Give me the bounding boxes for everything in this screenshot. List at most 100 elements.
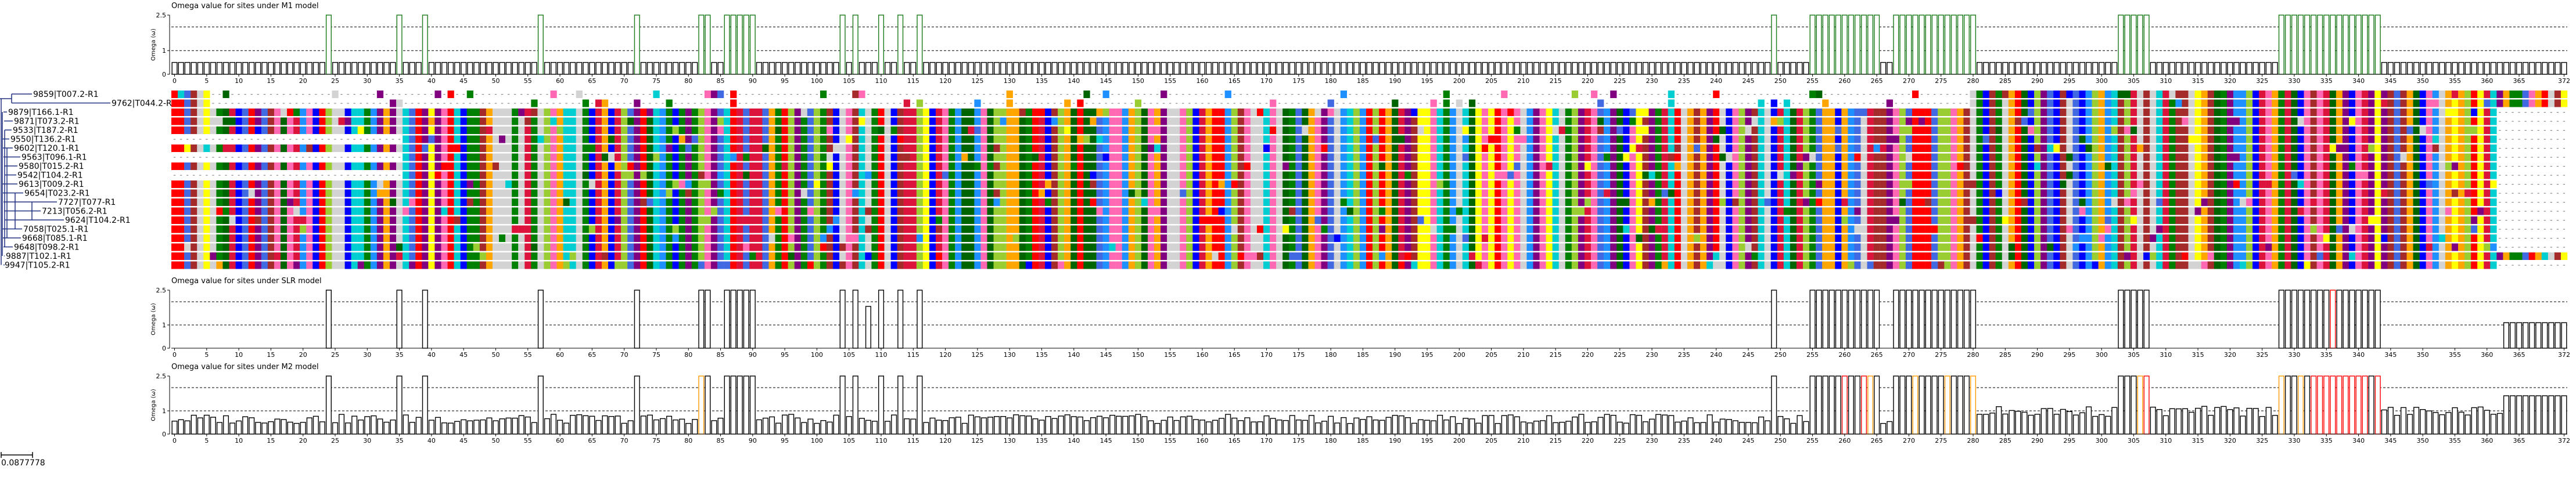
residue-cell: [1385, 127, 1392, 134]
residue-cell: [922, 135, 930, 143]
residue-cell: [2194, 153, 2201, 161]
residue-cell: [1578, 171, 1585, 179]
gap-mark: [186, 139, 189, 140]
residue-cell: [1263, 109, 1270, 116]
gap-mark: [1593, 103, 1596, 104]
gap-mark: [1246, 94, 1249, 95]
residue-cell: [1758, 109, 1765, 116]
x-tick-label: 325: [2256, 351, 2268, 359]
residue-cell: [1192, 135, 1199, 143]
omega-bar: [878, 15, 885, 75]
residue-cell: [338, 144, 345, 152]
residue-cell: [2040, 153, 2047, 161]
omega-bar: [2555, 62, 2561, 75]
residue-cell: [588, 109, 596, 116]
x-tick-label: 305: [2128, 351, 2140, 359]
residue-cell: [2304, 127, 2311, 134]
residue-cell: [2387, 109, 2394, 116]
omega-bar: [980, 417, 987, 435]
omega-bar: [955, 417, 961, 435]
residue-cell: [2034, 153, 2041, 161]
residue-cell: [588, 144, 596, 152]
residue-cell: [2419, 144, 2426, 152]
residue-cell: [1250, 109, 1258, 116]
gap-mark: [2543, 130, 2546, 131]
residue-cell: [1314, 144, 1321, 152]
residue-cell: [1597, 144, 1604, 152]
gap-mark: [2563, 121, 2566, 122]
residue-cell: [1802, 117, 1810, 125]
residue-cell: [1655, 171, 1662, 179]
residue-cell: [473, 153, 480, 161]
residue-cell: [1122, 109, 1129, 116]
omega-bar: [191, 62, 197, 75]
residue-cell: [800, 135, 808, 143]
residue-cell: [1417, 171, 1424, 179]
residue-cell: [2053, 135, 2060, 143]
residue-cell: [2304, 99, 2311, 107]
residue-cell: [749, 117, 756, 125]
residue-cell: [1597, 99, 1604, 107]
x-tick-label: 35: [396, 77, 404, 85]
omega-bar: [197, 417, 203, 435]
x-tick-label: 35: [396, 437, 404, 445]
residue-cell: [2214, 117, 2221, 125]
residue-cell: [1045, 144, 1052, 152]
residue-cell: [1514, 144, 1521, 152]
residue-cell: [1790, 127, 1797, 134]
residue-cell: [1180, 127, 1187, 134]
residue-cell: [961, 135, 968, 143]
residue-cell: [1558, 171, 1565, 179]
omega-bar: [1803, 421, 1809, 435]
residue-cell: [492, 135, 500, 143]
omega-bar: [2240, 62, 2246, 75]
omega-bar: [1411, 62, 1417, 75]
gap-mark: [1644, 94, 1647, 95]
omega-bar: [222, 62, 229, 75]
residue-cell: [1970, 153, 1977, 161]
residue-cell: [2426, 99, 2433, 107]
gap-mark: [591, 103, 594, 104]
x-tick-label: 135: [1036, 77, 1048, 85]
residue-cell: [505, 127, 512, 134]
residue-cell: [608, 117, 615, 125]
tree-leaf-label: 9550|T136.2-R1: [10, 135, 76, 144]
residue-cell: [1025, 153, 1033, 161]
omega-bar: [1404, 417, 1411, 435]
residue-cell: [1539, 127, 1546, 134]
x-tick-label: 120: [939, 437, 951, 445]
residue-cell: [1970, 109, 1977, 116]
omega-bar: [1148, 420, 1154, 435]
residue-cell: [306, 127, 313, 134]
residue-cell: [1796, 162, 1803, 170]
residue-cell: [1058, 117, 1065, 125]
residue-cell: [1224, 144, 1231, 152]
residue-cell: [1822, 99, 1829, 107]
residue-cell: [2104, 135, 2112, 143]
residue-cell: [2323, 127, 2330, 134]
residue-cell: [1764, 109, 1771, 116]
omega-bar: [1668, 62, 1675, 75]
gap-mark: [874, 103, 876, 104]
omega-bar: [2304, 15, 2311, 75]
omega-bar: [1443, 62, 1450, 75]
residue-cell: [1976, 153, 1983, 161]
omega-bar: [1809, 290, 1816, 349]
omega-bar: [2066, 411, 2072, 435]
residue-cell: [1090, 109, 1097, 116]
residue-cell: [203, 162, 210, 170]
residue-cell: [2111, 109, 2118, 116]
gap-mark: [758, 94, 760, 95]
residue-cell: [1494, 109, 1501, 116]
omega-bar: [1180, 62, 1186, 75]
omega-bar: [1276, 420, 1282, 435]
omega-bar: [1867, 375, 1874, 435]
residue-cell: [293, 117, 300, 125]
omega-bar: [711, 62, 717, 75]
residue-cell: [1802, 144, 1810, 152]
residue-cell: [1308, 144, 1315, 152]
residue-cell: [897, 127, 904, 134]
residue-cell: [858, 109, 865, 116]
residue-cell: [376, 91, 384, 98]
residue-cell: [2098, 162, 2105, 170]
